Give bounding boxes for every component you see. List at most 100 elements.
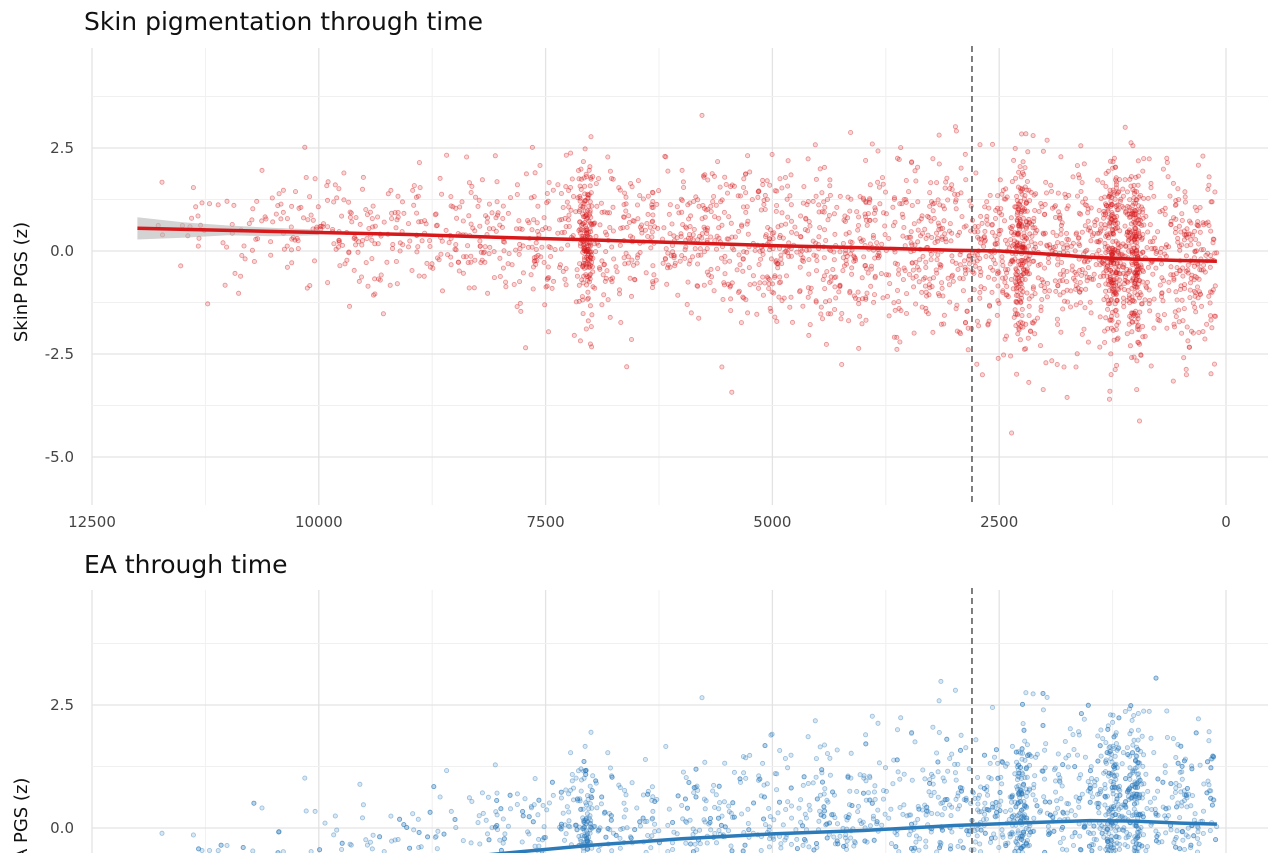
data-point [1025, 753, 1031, 759]
data-point [1018, 299, 1024, 305]
data-point [831, 249, 837, 255]
data-point [1129, 248, 1135, 254]
data-point [705, 225, 711, 231]
data-point [1138, 217, 1144, 223]
data-point [1143, 213, 1149, 219]
data-point [631, 262, 637, 268]
data-point [710, 788, 716, 794]
data-point [1135, 158, 1141, 164]
data-point [580, 249, 586, 255]
data-point [532, 170, 538, 176]
data-point [665, 168, 671, 174]
data-point [1135, 316, 1141, 322]
data-point [1143, 771, 1149, 777]
data-point [745, 821, 751, 827]
data-point [1015, 201, 1021, 207]
data-point [582, 261, 588, 267]
data-point [1040, 230, 1046, 236]
data-point [697, 827, 703, 833]
data-point [1171, 840, 1177, 846]
data-point [831, 834, 837, 840]
data-point [1195, 162, 1201, 168]
data-point [821, 791, 827, 797]
data-point [1188, 220, 1194, 226]
data-point [530, 819, 536, 825]
data-point [1132, 260, 1138, 266]
data-point [1108, 203, 1114, 209]
data-point [814, 841, 820, 847]
data-point [935, 769, 941, 775]
data-point [1109, 245, 1115, 251]
data-point [587, 783, 593, 789]
data-point [824, 835, 830, 841]
data-point [1077, 795, 1083, 801]
data-point [865, 790, 871, 796]
data-point [901, 802, 907, 808]
data-point [820, 316, 826, 322]
data-point [1084, 274, 1090, 280]
data-point [1133, 823, 1139, 829]
data-point [275, 203, 281, 209]
data-point [1109, 280, 1115, 286]
data-point [1178, 286, 1184, 292]
data-point [1018, 198, 1024, 204]
data-point [816, 209, 822, 215]
data-point [547, 245, 553, 251]
data-point [692, 841, 698, 847]
data-point [978, 284, 984, 290]
data-point [1033, 244, 1039, 250]
data-point [577, 183, 583, 189]
x-tick-label: 5000 [753, 513, 791, 531]
data-point [774, 260, 780, 266]
data-point [687, 200, 693, 206]
data-point [1016, 783, 1022, 789]
data-point [732, 234, 738, 240]
data-point [1118, 284, 1124, 290]
data-point [1133, 233, 1139, 239]
data-point [1130, 297, 1136, 303]
data-point [690, 849, 696, 853]
data-point [519, 226, 525, 232]
data-point [1140, 763, 1146, 769]
data-point [722, 760, 728, 766]
data-point [901, 771, 907, 777]
data-point [1068, 304, 1074, 310]
data-point [667, 202, 673, 208]
data-point [1163, 244, 1169, 250]
data-point [1183, 832, 1189, 838]
data-point [679, 197, 685, 203]
data-point [837, 282, 843, 288]
data-point [574, 827, 580, 833]
data-point [909, 160, 915, 166]
data-point [1021, 829, 1027, 835]
data-point [427, 809, 433, 815]
data-point [740, 256, 746, 262]
data-point [517, 279, 523, 285]
data-point [1108, 296, 1114, 302]
data-point [1173, 834, 1179, 840]
data-point [525, 218, 531, 224]
data-point [688, 236, 694, 242]
data-point [439, 238, 445, 244]
data-point [721, 280, 727, 286]
data-point [1119, 813, 1125, 819]
data-point [1125, 752, 1131, 758]
data-point [693, 794, 699, 800]
data-point [1072, 277, 1078, 283]
data-point [589, 203, 595, 209]
data-point [1091, 823, 1097, 829]
data-point [1013, 244, 1019, 250]
data-point [685, 279, 691, 285]
y-tick-label: 0.0 [50, 819, 74, 837]
data-point [1136, 228, 1142, 234]
data-point [1014, 243, 1020, 249]
data-point [1054, 316, 1060, 322]
data-point [696, 203, 702, 209]
data-point [870, 235, 876, 241]
data-point [1114, 336, 1120, 342]
data-point [779, 298, 785, 304]
data-point [817, 166, 823, 172]
data-point [717, 184, 723, 190]
data-point [670, 840, 676, 846]
data-point [509, 262, 515, 268]
